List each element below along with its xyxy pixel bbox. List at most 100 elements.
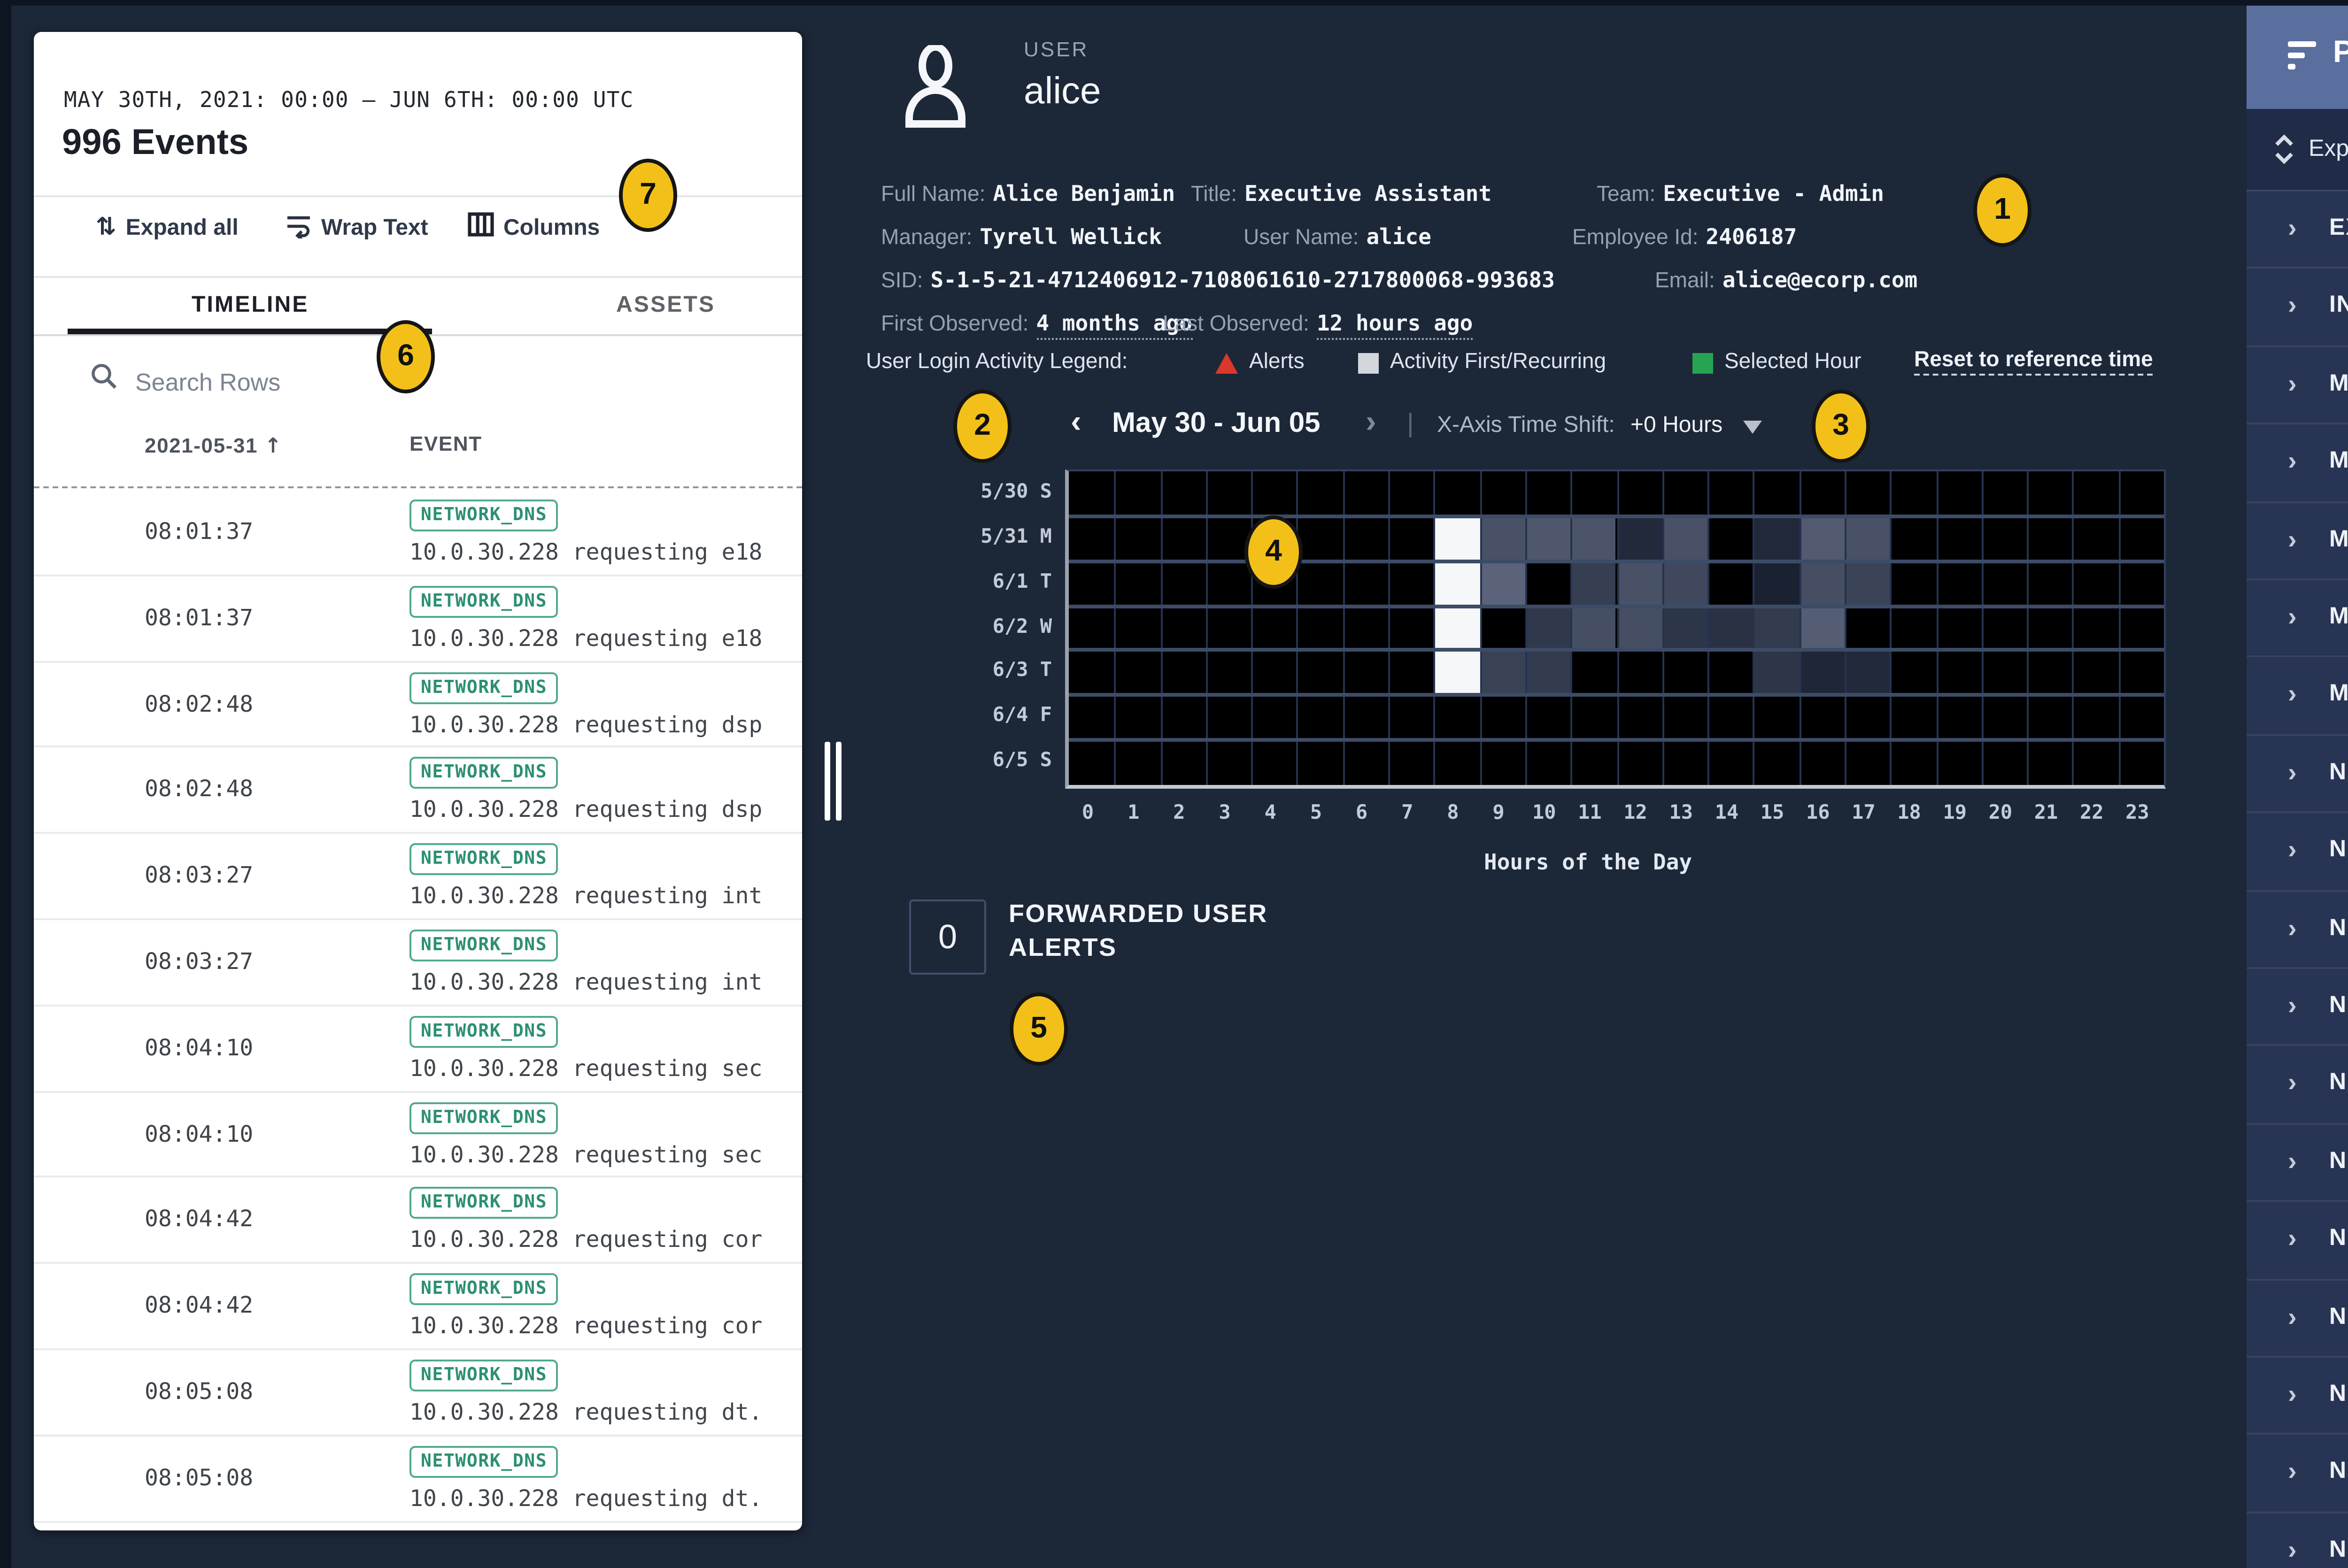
chevron-right-icon: ›	[2288, 912, 2297, 942]
event-time: 08:04:10	[145, 1034, 254, 1061]
heatmap-cell[interactable]	[1616, 516, 1662, 561]
panel-resize-handle[interactable]	[836, 742, 841, 821]
heatmap-cell[interactable]	[1434, 516, 1480, 561]
heatmap-cell[interactable]	[1525, 516, 1571, 561]
heatmap-cell[interactable]	[1525, 650, 1571, 696]
gridline	[1069, 738, 2164, 742]
chevron-right-icon: ›	[2288, 601, 2297, 631]
heatmap-cell[interactable]	[1844, 516, 1890, 561]
event-row[interactable]: 08:04:42 NETWORK_DNS 10.0.30.228 requestin…	[34, 1176, 802, 1264]
heatmap-cell[interactable]	[1525, 606, 1571, 651]
panel-resize-handle[interactable]	[825, 742, 829, 821]
filter-field-item[interactable]: › NETWORK.APPLICATION_PROTOCOL	[2247, 734, 2348, 814]
heatmap-cell[interactable]	[1662, 516, 1708, 561]
heatmap-cell[interactable]	[1799, 650, 1845, 696]
field-value[interactable]: 12 hours ago	[1316, 310, 1473, 340]
more-options-button[interactable]: ⋮	[795, 208, 802, 242]
heatmap-hour-label: 20	[1988, 802, 2013, 824]
filter-field-label: NETWORK.DNS.ANSWERS.NAME	[2329, 914, 2348, 940]
event-row[interactable]: 08:04:42 NETWORK_DNS 10.0.30.228 requestin…	[34, 1262, 802, 1350]
event-row[interactable]: 08:02:48 NETWORK_DNS 10.0.30.228 requestin…	[34, 660, 802, 748]
wrap-text-button[interactable]: Wrap Text	[286, 210, 428, 244]
event-row[interactable]: 08:01:37 NETWORK_DNS 10.0.30.228 requestin…	[34, 574, 802, 662]
event-time: 08:04:42	[145, 1292, 254, 1319]
tab-timeline[interactable]: TIMELINE	[192, 291, 309, 317]
heatmap-cell[interactable]	[1479, 650, 1525, 696]
chevron-down-icon[interactable]	[1743, 421, 1762, 434]
column-header-date[interactable]: 2021-05-31 ↑	[145, 434, 283, 458]
filter-field-item[interactable]: › NETWORK.HTTP.REFERRAL_URL	[2247, 1356, 2348, 1436]
field-label: Manager:	[881, 227, 973, 250]
filter-field-item[interactable]: › NETWORK.HTTP.USER_AGENT	[2247, 1511, 2348, 1568]
heatmap-cell[interactable]	[1434, 561, 1480, 606]
filter-field-item[interactable]: › METADATA.PRODUCT_EVENT_TYPE	[2247, 423, 2348, 503]
filter-field-item[interactable]: › NETWORK.DNS.QUESTIONS.NAME	[2247, 1045, 2348, 1125]
field-value[interactable]: 4 months ago	[1036, 310, 1192, 340]
gridline	[2118, 471, 2120, 785]
heatmap-cell[interactable]	[1434, 650, 1480, 696]
heatmap-cell[interactable]	[1707, 606, 1753, 651]
event-row[interactable]: 08:02:48 NETWORK_DNS 10.0.30.228 requestin…	[34, 746, 802, 834]
search-input[interactable]: Search Rows	[90, 362, 280, 400]
event-row[interactable]: 08:04:10 NETWORK_DNS 10.0.30.228 requestin…	[34, 1004, 802, 1092]
prev-week-button[interactable]: ‹	[1071, 404, 1081, 439]
gridline	[1753, 471, 1755, 785]
heatmap-cell[interactable]	[1570, 516, 1616, 561]
filter-field-item[interactable]: › NETWORK.HTTP.RESPONSE_CODE	[2247, 1434, 2348, 1514]
reset-reference-time-link[interactable]: Reset to reference time	[1914, 349, 2153, 376]
filter-field-item[interactable]: › NETWORK.HTTP.METHOD	[2247, 1278, 2348, 1358]
filter-field-item[interactable]: › NETWORK.DNS.RESPONSE	[2247, 1200, 2348, 1280]
columns-button[interactable]: Columns	[468, 210, 600, 244]
filter-field-item[interactable]: › INTERMEDIARY.IP	[2247, 268, 2348, 347]
chevron-right-icon: ›	[2288, 1067, 2297, 1098]
heatmap-cell[interactable]	[1616, 606, 1662, 651]
heatmap-cell[interactable]	[1616, 561, 1662, 606]
column-header-event[interactable]: EVENT	[409, 434, 482, 456]
filter-field-item[interactable]: › NETWORK.DNS.ANSWERS.DATA	[2247, 812, 2348, 892]
filter-field-item[interactable]: › NETWORK.DNS.ANSWERS.TTL	[2247, 967, 2348, 1047]
filter-field-item[interactable]: › METADATA.VENDOR_NAME	[2247, 656, 2348, 736]
expand-all-button[interactable]: ⇅ Expand all	[96, 210, 239, 244]
filter-field-item[interactable]: › NETWORK.DNS.ANSWERS.NAME	[2247, 889, 2348, 969]
heatmap-cell[interactable]	[1753, 606, 1799, 651]
event-row[interactable]: 08:03:27 NETWORK_DNS 10.0.30.228 requestin…	[34, 918, 802, 1007]
gridline	[1616, 471, 1618, 785]
login-activity-heatmap[interactable]	[1065, 469, 2166, 789]
heatmap-cell[interactable]	[1844, 650, 1890, 696]
divider	[34, 486, 802, 488]
heatmap-cell[interactable]	[1753, 561, 1799, 606]
heatmap-cell[interactable]	[1799, 561, 1845, 606]
event-description: 10.0.30.228 requesting int	[409, 969, 763, 995]
filter-field-item[interactable]: › METADATA.PRODUCT_NAME	[2247, 578, 2348, 658]
heatmap-cell[interactable]	[1662, 561, 1708, 606]
heatmap-day-label: 6/3 T	[992, 660, 1052, 683]
next-week-button[interactable]: ›	[1366, 404, 1376, 439]
filter-field-item[interactable]: › EXTENSIONS.AUTH.TYPE	[2247, 190, 2348, 269]
event-row[interactable]: 08:04:10 NETWORK_DNS 10.0.30.228 requestin…	[34, 1090, 802, 1178]
filter-field-item[interactable]: › METADATA.EVENT_TYPE	[2247, 345, 2348, 425]
heatmap-cell[interactable]	[1799, 606, 1845, 651]
event-row[interactable]: 08:05:08 NETWORK_DNS 10.0.30.228 requestin…	[34, 1348, 802, 1437]
field-value: Tyrell Wellick	[980, 223, 1162, 250]
tab-assets[interactable]: ASSETS	[616, 291, 716, 317]
heatmap-cell[interactable]	[1753, 650, 1799, 696]
heatmap-cell[interactable]	[1799, 516, 1845, 561]
event-row[interactable]: 08:01:37 NETWORK_DNS 10.0.30.228 requestin…	[34, 488, 802, 576]
event-row[interactable]: NETWORK_DNS	[34, 1520, 802, 1530]
event-row[interactable]: 08:05:08 NETWORK_DNS 10.0.30.228 requestin…	[34, 1434, 802, 1522]
event-row[interactable]: 08:03:27 NETWORK_DNS 10.0.30.228 requestin…	[34, 832, 802, 920]
heatmap-cell[interactable]	[1434, 606, 1480, 651]
heatmap-cell[interactable]	[1753, 516, 1799, 561]
heatmap-cell[interactable]	[1662, 606, 1708, 651]
heatmap-cell[interactable]	[1479, 561, 1525, 606]
filter-field-item[interactable]: › NETWORK.DNS.QUESTIONS.TYPE	[2247, 1122, 2348, 1202]
x-axis-shift-value[interactable]: +0 Hours	[1630, 411, 1723, 438]
heatmap-cell[interactable]	[1479, 516, 1525, 561]
annotation-marker-1: 1	[1973, 174, 2031, 247]
heatmap-cell[interactable]	[1570, 606, 1616, 651]
heatmap-cell[interactable]	[1570, 561, 1616, 606]
expand-all-filters-button[interactable]: Expand all	[2309, 135, 2348, 161]
gridline	[1844, 471, 1846, 785]
heatmap-cell[interactable]	[1844, 561, 1890, 606]
filter-field-item[interactable]: › METADATA.PRODUCT_LOG_ID	[2247, 500, 2348, 580]
